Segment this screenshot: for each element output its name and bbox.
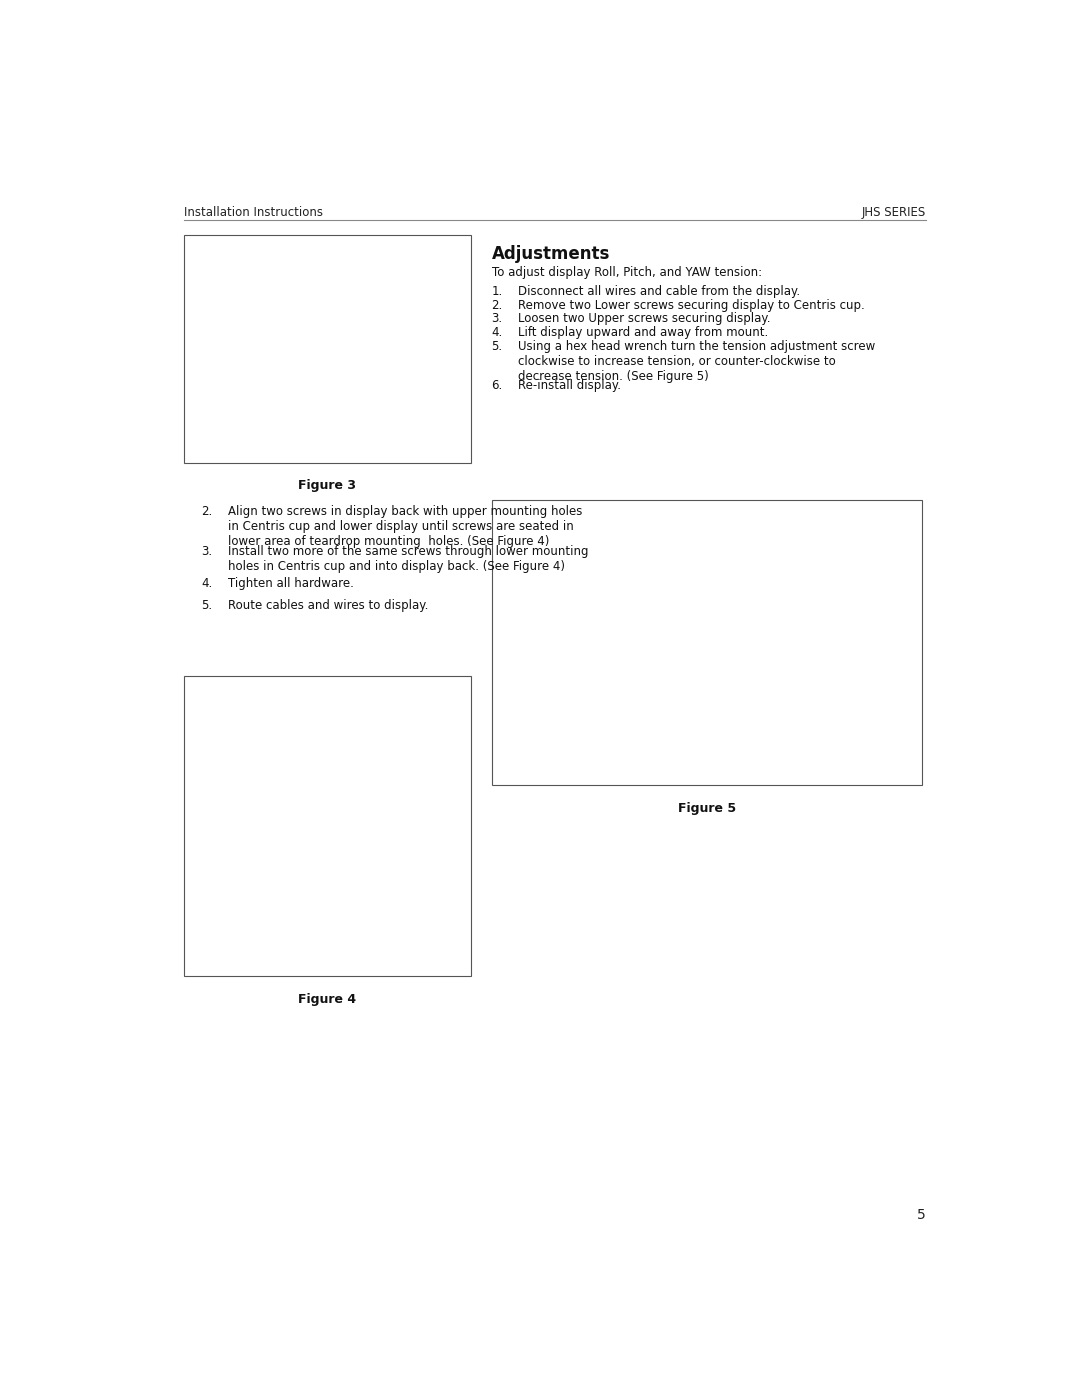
Text: Align two screws in display back with upper mounting holes
in Centris cup and lo: Align two screws in display back with up… <box>228 504 582 548</box>
Text: Figure 4: Figure 4 <box>298 993 356 1006</box>
Text: 3.: 3. <box>491 313 502 326</box>
Bar <box>491 500 922 785</box>
Text: 5: 5 <box>917 1208 926 1222</box>
Text: 6.: 6. <box>491 379 503 391</box>
Text: 4.: 4. <box>201 577 212 591</box>
Text: Adjustments: Adjustments <box>491 244 610 263</box>
Text: 2.: 2. <box>491 299 503 312</box>
Bar <box>184 676 471 977</box>
Text: Figure 3: Figure 3 <box>298 479 356 493</box>
Text: Install two more of the same screws through lower mounting
holes in Centris cup : Install two more of the same screws thro… <box>228 545 589 573</box>
Text: Loosen two Upper screws securing display.: Loosen two Upper screws securing display… <box>517 313 770 326</box>
Text: 5.: 5. <box>491 339 502 353</box>
Text: 2.: 2. <box>201 504 212 518</box>
Text: Tighten all hardware.: Tighten all hardware. <box>228 577 354 591</box>
Text: JHS SERIES: JHS SERIES <box>861 205 926 219</box>
Bar <box>184 236 471 462</box>
Text: 4.: 4. <box>491 327 503 339</box>
Text: Disconnect all wires and cable from the display.: Disconnect all wires and cable from the … <box>517 285 800 298</box>
Text: Lift display upward and away from mount.: Lift display upward and away from mount. <box>517 327 768 339</box>
Text: Installation Instructions: Installation Instructions <box>184 205 323 219</box>
Text: Re-install display.: Re-install display. <box>517 379 621 391</box>
Text: 5.: 5. <box>201 599 212 612</box>
Text: Route cables and wires to display.: Route cables and wires to display. <box>228 599 429 612</box>
Text: 1.: 1. <box>491 285 503 298</box>
Text: To adjust display Roll, Pitch, and YAW tension:: To adjust display Roll, Pitch, and YAW t… <box>491 267 761 279</box>
Text: Figure 5: Figure 5 <box>678 802 735 814</box>
Text: 3.: 3. <box>201 545 212 557</box>
Text: Using a hex head wrench turn the tension adjustment screw
clockwise to increase : Using a hex head wrench turn the tension… <box>517 339 875 383</box>
Text: Remove two Lower screws securing display to Centris cup.: Remove two Lower screws securing display… <box>517 299 865 312</box>
